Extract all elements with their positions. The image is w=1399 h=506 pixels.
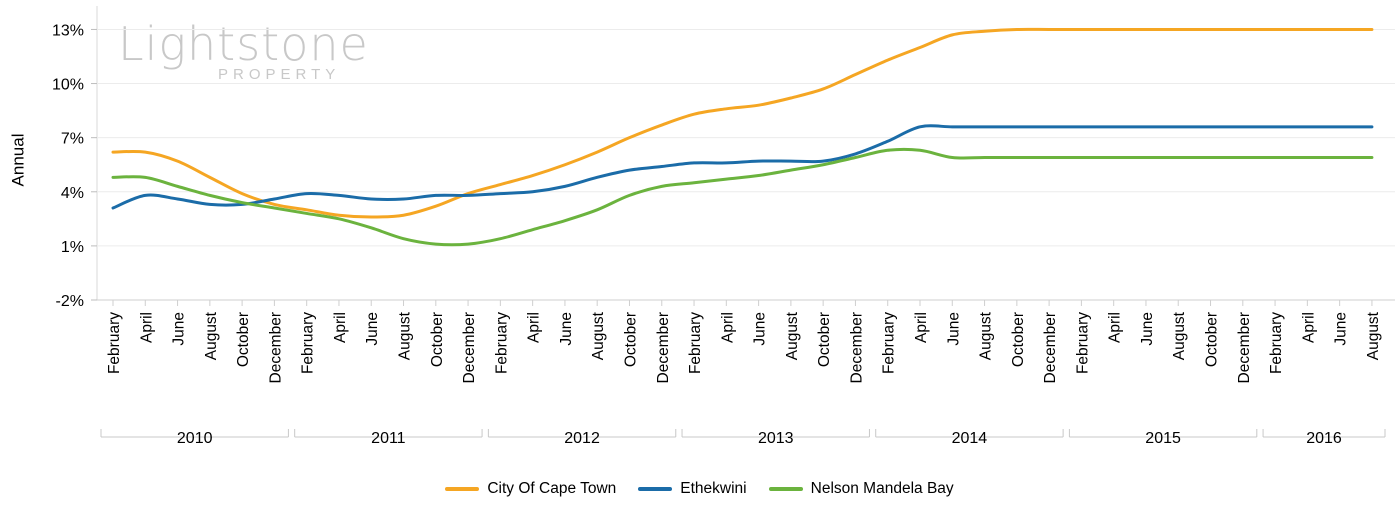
x-tick-label: December xyxy=(655,312,672,384)
legend-label-cape-town: City Of Cape Town xyxy=(487,480,617,497)
legend-item-nelson-mandela-bay[interactable]: Nelson Mandela Bay xyxy=(768,480,954,498)
x-tick-label: June xyxy=(364,312,381,346)
x-tick-label: June xyxy=(171,312,188,346)
year-label: 2014 xyxy=(952,430,988,447)
year-label: 2016 xyxy=(1306,430,1342,447)
y-tick-label: -2% xyxy=(56,293,84,310)
x-tick-label: June xyxy=(1139,312,1156,346)
legend-item-cape-town[interactable]: City Of Cape Town xyxy=(445,480,616,498)
legend: City Of Cape Town Ethekwini Nelson Mande… xyxy=(0,480,1399,498)
x-tick-label: February xyxy=(881,312,898,374)
x-tick-label: October xyxy=(622,312,639,367)
year-label: 2012 xyxy=(564,430,600,447)
legend-swatch-cape-town xyxy=(445,487,480,491)
x-tick-label: April xyxy=(1107,312,1124,343)
x-tick-label: August xyxy=(1365,311,1382,360)
y-tick-label: 1% xyxy=(61,239,84,256)
year-label: 2011 xyxy=(371,430,406,447)
x-tick-label: February xyxy=(106,312,123,374)
y-tick-label: 7% xyxy=(61,131,84,148)
x-tick-label: August xyxy=(978,311,995,360)
series-line-nelson-mandela-bay xyxy=(111,147,1374,247)
x-tick-label: August xyxy=(590,311,607,360)
year-groups: 2010 2011 2012 2013 2014 2015 2016 xyxy=(100,429,1386,447)
x-tick-label: February xyxy=(1074,312,1091,374)
x-tick-label: April xyxy=(332,312,349,343)
x-tick-label: February xyxy=(1268,312,1285,374)
x-tick-label: December xyxy=(1236,312,1253,384)
x-axis-ticks: February April June August October December Fe… xyxy=(106,311,1382,383)
x-tick-label: December xyxy=(848,312,865,384)
x-tick-label: June xyxy=(945,312,962,346)
x-tick-label: August xyxy=(784,311,801,360)
x-tick-label: April xyxy=(719,312,736,343)
year-label: 2013 xyxy=(758,430,794,447)
y-tick-label: 4% xyxy=(61,185,84,202)
legend-label-ethekwini: Ethekwini xyxy=(680,480,747,497)
legend-swatch-nelson-mandela-bay xyxy=(768,487,803,491)
lightstone-watermark-logo: Lightstone PROPERTY xyxy=(118,17,369,84)
x-tick-label: February xyxy=(493,312,510,374)
y-axis-ticks: 13% 10% 7% 4% 1% -2% xyxy=(52,22,84,310)
watermark-sub-text: PROPERTY xyxy=(218,66,341,83)
legend-label-nelson-mandela-bay: Nelson Mandela Bay xyxy=(810,480,954,497)
line-chart: 13% 10% 7% 4% 1% -2% February April June August O… xyxy=(52,6,1395,447)
x-tick-label: April xyxy=(138,312,155,343)
x-tick-label: December xyxy=(1042,312,1059,384)
legend-item-ethekwini[interactable]: Ethekwini xyxy=(638,480,747,498)
series-lines xyxy=(111,27,1374,247)
x-tick-label: June xyxy=(752,312,769,346)
x-tick-label: April xyxy=(526,312,543,343)
year-label: 2010 xyxy=(177,430,213,447)
x-tick-label: October xyxy=(1204,312,1221,367)
x-tick-label: October xyxy=(1010,312,1027,367)
x-tick-label: June xyxy=(1333,312,1350,346)
y-tick-label: 13% xyxy=(52,22,84,39)
legend-swatch-ethekwini xyxy=(638,487,673,491)
x-tick-label: October xyxy=(816,312,833,367)
year-label: 2015 xyxy=(1145,430,1181,447)
watermark-main-text: Lightstone xyxy=(118,17,369,71)
x-tick-label: June xyxy=(558,312,575,346)
grid-lines xyxy=(91,6,1395,306)
x-tick-label: February xyxy=(300,312,317,374)
x-tick-label: April xyxy=(1300,312,1317,343)
y-tick-label: 10% xyxy=(52,77,84,94)
series-line-city-of-cape-town xyxy=(111,27,1374,219)
x-tick-label: April xyxy=(913,312,930,343)
x-tick-label: October xyxy=(429,312,446,367)
x-tick-label: August xyxy=(397,311,414,360)
x-tick-label: August xyxy=(203,311,220,360)
y-axis-label: Annual xyxy=(8,133,28,187)
x-tick-label: August xyxy=(1171,311,1188,360)
series-line-ethekwini xyxy=(111,124,1374,210)
x-tick-label: December xyxy=(461,312,478,384)
x-tick-label: February xyxy=(687,312,704,374)
x-tick-label: October xyxy=(235,312,252,367)
x-tick-label: December xyxy=(267,312,284,384)
